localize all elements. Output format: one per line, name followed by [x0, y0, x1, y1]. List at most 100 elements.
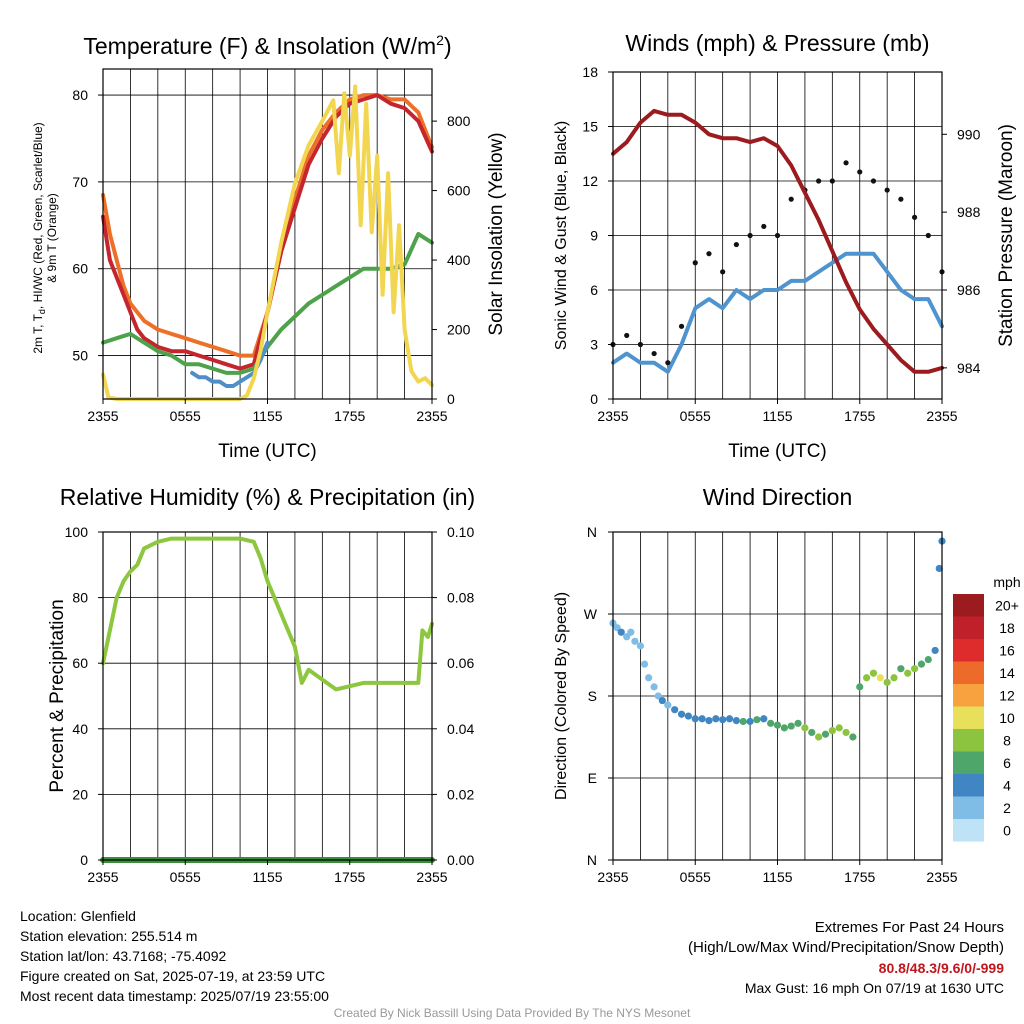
direction-point	[863, 674, 871, 682]
direction-point	[904, 669, 912, 677]
series-line	[611, 251, 944, 374]
y2-tick-label: 986	[957, 282, 981, 298]
y-tick-label: N	[587, 524, 597, 540]
figure-created: Figure created on Sat, 2025-07-19, at 23…	[20, 968, 326, 984]
y-tick-label: 3	[590, 337, 598, 353]
y-axis-label: Direction (Colored By Speed)	[553, 592, 570, 800]
direction-point	[739, 717, 747, 726]
direction-point	[732, 717, 740, 725]
x-tick-label: 2355	[87, 408, 118, 424]
direction-point	[787, 722, 795, 730]
y-tick-label: N	[587, 852, 597, 868]
y-axis-label: Sonic Wind & Gust (Blue, Black)	[553, 121, 570, 350]
x-tick-label: 0555	[170, 869, 201, 885]
extremes-values: 80.8/48.3/9.6/0/-999	[878, 960, 1004, 976]
x-tick-label: 1155	[762, 869, 792, 885]
direction-point	[746, 717, 754, 726]
extremes-title: Extremes For Past 24 Hours	[814, 919, 1004, 936]
series-line	[101, 93, 434, 371]
direction-point	[910, 665, 919, 673]
x-tick-label: 2355	[926, 408, 957, 424]
y2-tick-label: 0.04	[447, 721, 474, 737]
y-tick-label: 12	[582, 173, 598, 189]
y2-axis-label: Station Pressure (Maroon)	[996, 124, 1017, 347]
direction-point	[719, 716, 727, 724]
y-tick-label: 18	[582, 64, 598, 80]
data-point	[706, 251, 712, 257]
x-tick-label: 1155	[252, 869, 282, 885]
x-tick-label: 2355	[597, 869, 628, 885]
y-tick-label: W	[584, 606, 598, 622]
colorbar-label: 6	[1003, 755, 1011, 771]
data-point	[870, 178, 877, 184]
series-line	[101, 536, 434, 692]
y2-tick-label: 0.02	[447, 786, 474, 802]
direction-point	[801, 724, 809, 732]
data-point	[788, 196, 794, 202]
direction-point	[897, 665, 905, 673]
data-point	[637, 341, 644, 348]
credit-line: Created By Nick Bassill Using Data Provi…	[333, 1006, 691, 1020]
direction-point	[835, 724, 843, 732]
station-info: Location: Glenfield Station elevation: 2…	[20, 906, 329, 1006]
colorbar-swatch	[953, 706, 984, 729]
direction-point	[876, 674, 884, 682]
data-point	[692, 260, 698, 266]
direction-point	[627, 628, 635, 636]
y-tick-label: 50	[72, 348, 88, 364]
x-tick-label: 2355	[926, 869, 957, 885]
y-axis-label: 2m T, Td, HI/WC (Red, Green, Scarlet/Blu…	[31, 122, 47, 353]
data-point	[884, 187, 890, 193]
direction-point	[808, 728, 816, 737]
station-latlon: Station lat/lon: 43.7168; -75.4092	[20, 948, 227, 964]
x-tick-label: 1755	[844, 408, 875, 424]
y2-tick-label: 200	[447, 322, 471, 338]
data-point	[678, 323, 685, 329]
colorbar-title: mph	[993, 574, 1020, 590]
colorbar-label: 10	[999, 710, 1015, 726]
colorbar-swatch	[953, 616, 984, 639]
y2-tick-label: 600	[447, 183, 471, 199]
direction-point	[640, 660, 649, 668]
y-tick-label: 0	[590, 391, 598, 407]
colorbar-swatch	[953, 639, 984, 662]
data-point	[843, 160, 849, 166]
y-tick-label: 80	[72, 590, 88, 606]
station-elevation: Station elevation: 255.514 m	[20, 928, 198, 944]
chart-title: Relative Humidity (%) & Precipitation (i…	[60, 484, 475, 510]
colorbar-label: 8	[1003, 732, 1011, 748]
y-tick-label: 70	[72, 174, 88, 190]
data-point	[651, 350, 657, 357]
direction-point	[671, 706, 679, 714]
direction-point	[767, 719, 775, 727]
direction-point	[883, 678, 891, 686]
direction-point	[684, 712, 692, 720]
data-point	[925, 232, 931, 239]
colorbar-swatch	[953, 751, 984, 774]
data-point	[733, 241, 739, 248]
series-line	[611, 108, 944, 374]
direction-point	[650, 683, 658, 691]
direction-point	[935, 564, 943, 573]
x-tick-label: 1755	[844, 869, 875, 885]
y-tick-label: 0	[80, 852, 88, 868]
y-tick-label: E	[588, 770, 597, 786]
direction-point	[849, 733, 857, 741]
data-point	[774, 232, 781, 239]
direction-point	[931, 646, 939, 655]
y2-tick-label: 988	[957, 204, 981, 220]
y-tick-label: 20	[72, 786, 88, 802]
x-tick-label: 2355	[416, 408, 447, 424]
colorbar-label: 4	[1003, 777, 1011, 793]
y-tick-label: 80	[72, 87, 88, 103]
data-point	[624, 332, 630, 339]
direction-point	[691, 715, 699, 723]
direction-point	[890, 674, 898, 682]
direction-point	[698, 715, 706, 723]
data-point	[857, 169, 863, 175]
colorbar-swatch	[953, 594, 984, 617]
data-point	[829, 178, 835, 184]
y-tick-label: 15	[582, 119, 598, 135]
